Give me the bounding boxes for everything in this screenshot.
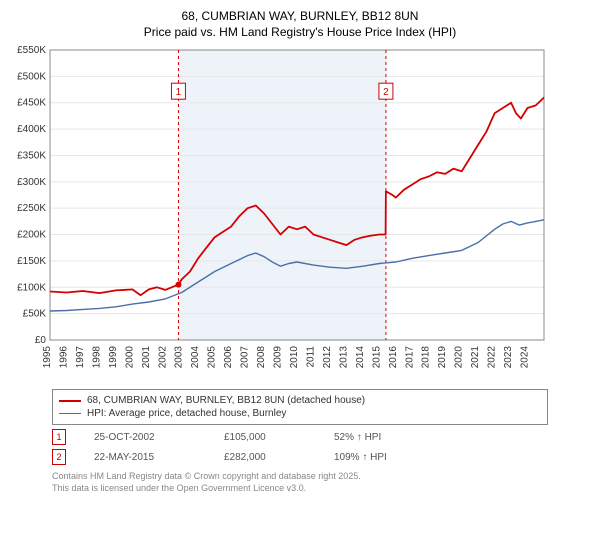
sales-list: 1 25-OCT-2002£105,00052% ↑ HPI 2 22-MAY-201… <box>10 429 590 465</box>
sale-hpi: 109% ↑ HPI <box>334 452 387 463</box>
svg-text:£200K: £200K <box>17 230 46 241</box>
svg-text:£100K: £100K <box>17 283 46 294</box>
svg-text:2010: 2010 <box>289 346 300 369</box>
svg-text:£500K: £500K <box>17 72 46 83</box>
svg-text:£350K: £350K <box>17 151 46 162</box>
svg-text:1: 1 <box>176 88 182 99</box>
svg-text:2005: 2005 <box>207 346 218 369</box>
legend: 68, CUMBRIAN WAY, BURNLEY, BB12 8UN (det… <box>52 389 548 425</box>
svg-text:2020: 2020 <box>454 346 465 369</box>
title-line-2: Price paid vs. HM Land Registry's House … <box>144 25 456 39</box>
sale-date: 25-OCT-2002 <box>94 432 224 443</box>
footer-line-2: This data is licensed under the Open Gov… <box>52 483 306 493</box>
credits: Contains HM Land Registry data © Crown c… <box>52 471 548 494</box>
svg-text:2000: 2000 <box>124 346 135 369</box>
svg-text:2017: 2017 <box>404 346 415 369</box>
chart-title: 68, CUMBRIAN WAY, BURNLEY, BB12 8UN Pric… <box>10 8 590 40</box>
svg-text:2016: 2016 <box>388 346 399 369</box>
svg-text:£50K: £50K <box>23 309 47 320</box>
sale-marker: 1 <box>52 429 66 445</box>
svg-text:2021: 2021 <box>470 346 481 369</box>
legend-item: HPI: Average price, detached house, Burn… <box>59 407 541 420</box>
svg-text:£450K: £450K <box>17 98 46 109</box>
footer-line-1: Contains HM Land Registry data © Crown c… <box>52 471 361 481</box>
title-line-1: 68, CUMBRIAN WAY, BURNLEY, BB12 8UN <box>182 9 419 23</box>
sale-date: 22-MAY-2015 <box>94 452 224 463</box>
svg-text:2009: 2009 <box>273 346 284 369</box>
svg-text:£300K: £300K <box>17 177 46 188</box>
sale-marker: 2 <box>52 449 66 465</box>
svg-text:2015: 2015 <box>371 346 382 369</box>
legend-swatch <box>59 413 81 414</box>
sale-row: 2 22-MAY-2015£282,000109% ↑ HPI <box>52 449 548 465</box>
sale-price: £105,000 <box>224 432 334 443</box>
svg-text:£250K: £250K <box>17 204 46 215</box>
svg-text:2022: 2022 <box>487 346 498 369</box>
svg-text:2014: 2014 <box>355 346 366 369</box>
svg-text:2013: 2013 <box>338 346 349 369</box>
svg-text:2003: 2003 <box>174 346 185 369</box>
svg-text:2001: 2001 <box>141 346 152 369</box>
svg-text:2011: 2011 <box>305 346 316 368</box>
svg-text:2023: 2023 <box>503 346 514 369</box>
svg-text:2024: 2024 <box>520 346 531 369</box>
legend-item: 68, CUMBRIAN WAY, BURNLEY, BB12 8UN (det… <box>59 394 541 407</box>
legend-swatch <box>59 400 81 402</box>
svg-text:2008: 2008 <box>256 346 267 369</box>
svg-text:£400K: £400K <box>17 124 46 135</box>
svg-text:2007: 2007 <box>240 346 251 369</box>
svg-text:2019: 2019 <box>437 346 448 369</box>
svg-text:2006: 2006 <box>223 346 234 369</box>
chart-plot: £0£50K£100K£150K£200K£250K£300K£350K£400… <box>50 46 584 383</box>
svg-text:1999: 1999 <box>108 346 119 369</box>
sale-price: £282,000 <box>224 452 334 463</box>
chart-svg: £0 £50K £100K £150K £200K £250K £300K £350K £400… <box>14 46 548 378</box>
svg-text:2004: 2004 <box>190 346 201 369</box>
svg-text:£150K: £150K <box>17 256 46 267</box>
svg-text:1995: 1995 <box>42 346 53 369</box>
legend-label: HPI: Average price, detached house, Burn… <box>87 408 286 419</box>
svg-text:2018: 2018 <box>421 346 432 369</box>
svg-text:£550K: £550K <box>17 46 46 56</box>
svg-text:2002: 2002 <box>157 346 168 369</box>
svg-text:1997: 1997 <box>75 346 86 369</box>
svg-text:2: 2 <box>383 88 389 99</box>
chart-container: 68, CUMBRIAN WAY, BURNLEY, BB12 8UN Pric… <box>0 0 600 501</box>
svg-text:2012: 2012 <box>322 346 333 369</box>
svg-text:1998: 1998 <box>91 346 102 369</box>
legend-label: 68, CUMBRIAN WAY, BURNLEY, BB12 8UN (det… <box>87 395 365 406</box>
svg-text:1996: 1996 <box>58 346 69 369</box>
svg-text:£0: £0 <box>35 335 47 346</box>
sale-hpi: 52% ↑ HPI <box>334 432 381 443</box>
sale-row: 1 25-OCT-2002£105,00052% ↑ HPI <box>52 429 548 445</box>
